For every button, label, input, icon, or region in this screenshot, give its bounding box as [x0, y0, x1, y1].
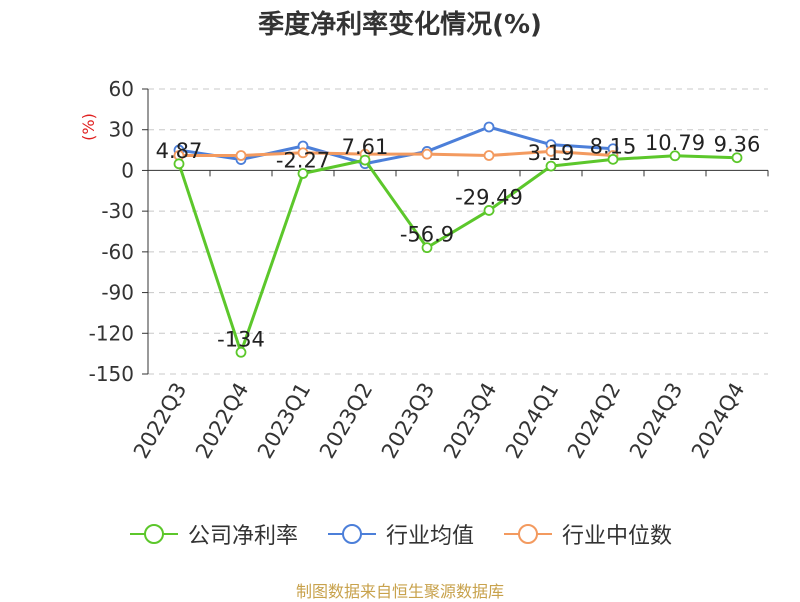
data-label: 9.36 [714, 133, 761, 157]
x-tick-label: 2023Q3 [377, 379, 439, 463]
legend-marker-icon [504, 524, 552, 544]
y-tick-label: -90 [101, 281, 134, 305]
data-label: 3.19 [528, 141, 575, 165]
legend-item[interactable]: 公司净利率 [128, 518, 298, 550]
series-line-0 [177, 154, 738, 354]
data-label: 10.79 [645, 131, 705, 155]
x-tick-label: 2024Q4 [687, 379, 749, 463]
y-tick-label: 30 [109, 118, 134, 142]
legend-item[interactable]: 行业中位数 [502, 518, 672, 550]
x-tick-label: 2022Q4 [191, 379, 253, 463]
data-point [235, 150, 247, 161]
y-axis-label: (%) [79, 113, 98, 141]
data-label: 7.61 [342, 135, 389, 159]
data-label: -29.49 [455, 185, 523, 209]
x-tick-label: 2023Q2 [315, 379, 377, 463]
data-point [483, 205, 495, 216]
data-point [607, 153, 619, 165]
data-point [297, 147, 309, 159]
data-label: 4.87 [156, 139, 203, 163]
data-point [359, 154, 371, 166]
y-tick-label: -150 [89, 362, 134, 386]
x-tick-label: 2024Q1 [501, 379, 563, 463]
chart-legend: 公司净利率 行业均值 行业中位数 [0, 518, 800, 550]
x-tick-label: 2023Q4 [439, 379, 501, 463]
data-point [173, 158, 185, 170]
data-source-note: 制图数据来自恒生聚源数据库 [295, 582, 504, 601]
data-point [421, 242, 433, 254]
x-tick-label: 2024Q2 [563, 379, 625, 463]
data-point [235, 346, 247, 358]
legend-label: 行业中位数 [562, 524, 673, 549]
data-point [297, 168, 309, 179]
data-point [545, 146, 557, 157]
y-tick-label: -30 [101, 199, 134, 223]
legend-marker-icon [327, 524, 376, 544]
y-tick-label: -60 [101, 240, 134, 264]
x-tick-label: 2023Q1 [253, 379, 315, 463]
series-line-2 [179, 149, 614, 157]
data-label: 8.15 [590, 134, 637, 158]
data-label: -56.9 [400, 223, 454, 247]
x-tick-label: 2022Q3 [129, 379, 191, 463]
data-point [545, 160, 557, 172]
series-line-1 [178, 125, 614, 166]
legend-label: 行业均值 [385, 524, 474, 549]
legend-marker-icon [129, 524, 178, 544]
data-point [421, 148, 433, 160]
chart-title: 季度净利率变化情况(%) [258, 10, 542, 40]
data-point [731, 152, 743, 164]
y-tick-label: 0 [121, 158, 134, 182]
data-point [483, 121, 495, 133]
legend-item[interactable]: 行业均值 [326, 518, 474, 550]
legend-label: 公司净利率 [187, 524, 298, 549]
data-label: -134 [217, 327, 265, 351]
data-label: -2.27 [276, 149, 330, 173]
data-point [483, 150, 495, 161]
data-point [669, 150, 681, 162]
y-tick-label: -120 [89, 321, 134, 345]
y-tick-label: 60 [109, 77, 134, 101]
x-tick-label: 2024Q3 [625, 379, 687, 463]
